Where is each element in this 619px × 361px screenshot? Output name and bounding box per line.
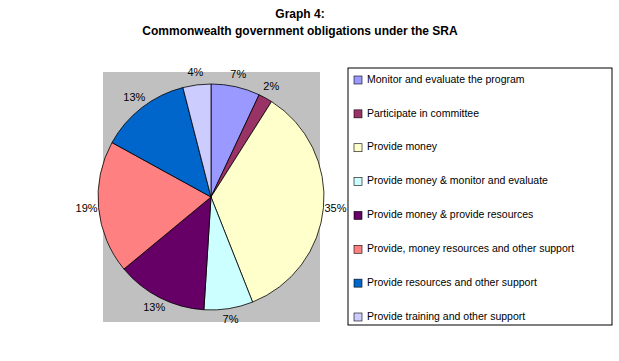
legend-swatch [354,76,362,84]
legend-label: Provide training and other support [367,310,525,322]
subtitle: Commonwealth government obligations unde… [142,24,458,38]
data-label: 13% [123,91,145,103]
legend-swatch [354,313,362,321]
chart: Graph 4: Commonwealth government obligati… [0,0,619,361]
legend-label: Provide, money resources and other suppo… [367,242,574,254]
legend-label: Provide resources and other support [367,276,537,288]
legend-label: Provide money & provide resources [367,208,533,220]
data-label: 7% [223,313,239,325]
data-label: 4% [187,66,203,78]
slice [204,197,253,310]
data-label: 35% [324,202,346,214]
legend-swatch [354,178,362,186]
data-label: 7% [230,68,246,80]
legend-label: Provide money [367,140,438,152]
data-label: 19% [76,202,98,214]
background [0,0,619,361]
legend-swatch [354,279,362,287]
legend-label: Participate in committee [367,107,479,119]
legend-swatch [354,245,362,253]
data-label: 13% [143,301,165,313]
data-label: 2% [263,80,279,92]
slice [183,84,211,197]
legend-box [348,68,612,325]
legend: Monitor and evaluate the program Particip… [348,68,612,325]
legend-label: Provide money & monitor and evaluate [367,174,548,186]
legend-swatch [354,110,362,118]
title: Graph 4: [275,7,324,21]
slices [98,84,324,310]
data-labels: 7% 2% 35% 7% 13% 19% 13% 4% [76,66,347,325]
legend-swatch [354,144,362,152]
legend-swatch [354,211,362,219]
legend-label: Monitor and evaluate the program [367,73,525,85]
